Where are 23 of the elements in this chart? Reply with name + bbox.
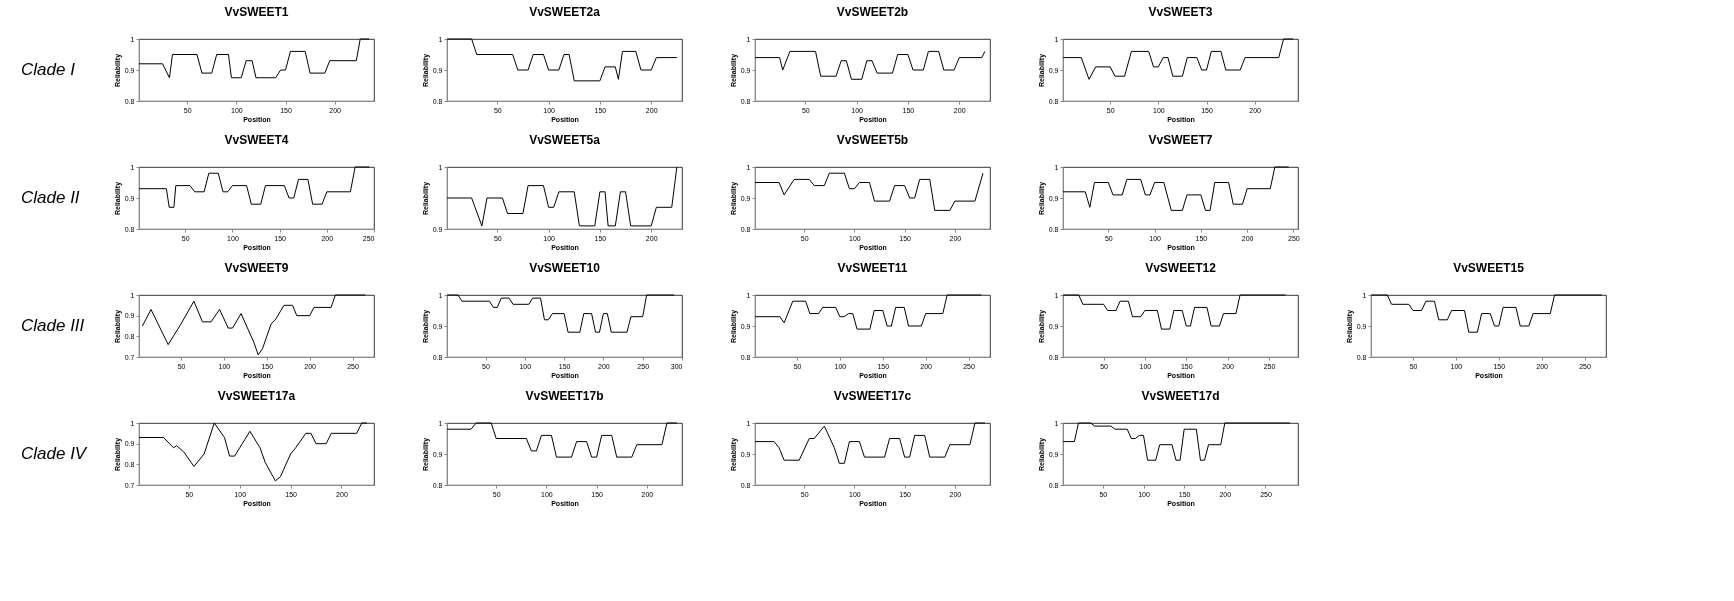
chart-title: VvSWEET2b — [836, 5, 909, 19]
line-series — [754, 172, 984, 211]
text: Clade II — [21, 188, 80, 207]
chart-title: VvSWEET11 — [837, 261, 908, 275]
chart-title: VvSWEET1 — [224, 5, 289, 19]
text: Clade IV — [21, 444, 88, 463]
chart-title: VvSWEET2a — [529, 5, 601, 19]
chart-title: VvSWEET17b — [525, 389, 604, 403]
chart-title: VvSWEET15 — [1453, 261, 1525, 275]
chart-title: VvSWEET17a — [217, 389, 296, 403]
chart-title: VvSWEET17d — [1141, 389, 1220, 403]
text: Clade III — [21, 316, 85, 335]
chart-title: VvSWEET9 — [224, 261, 289, 275]
line-series — [754, 50, 986, 80]
chart-title: VvSWEET5b — [836, 133, 909, 147]
chart-title: VvSWEET7 — [1148, 133, 1213, 147]
chart-title: VvSWEET3 — [1148, 5, 1213, 19]
chart-title: VvSWEET5a — [529, 133, 601, 147]
text: Clade I — [21, 60, 76, 79]
chart-title: VvSWEET17c — [833, 389, 912, 403]
chart-title: VvSWEET10 — [529, 261, 601, 275]
chart-title: VvSWEET12 — [1145, 261, 1217, 275]
chart-title: VvSWEET4 — [224, 133, 289, 147]
